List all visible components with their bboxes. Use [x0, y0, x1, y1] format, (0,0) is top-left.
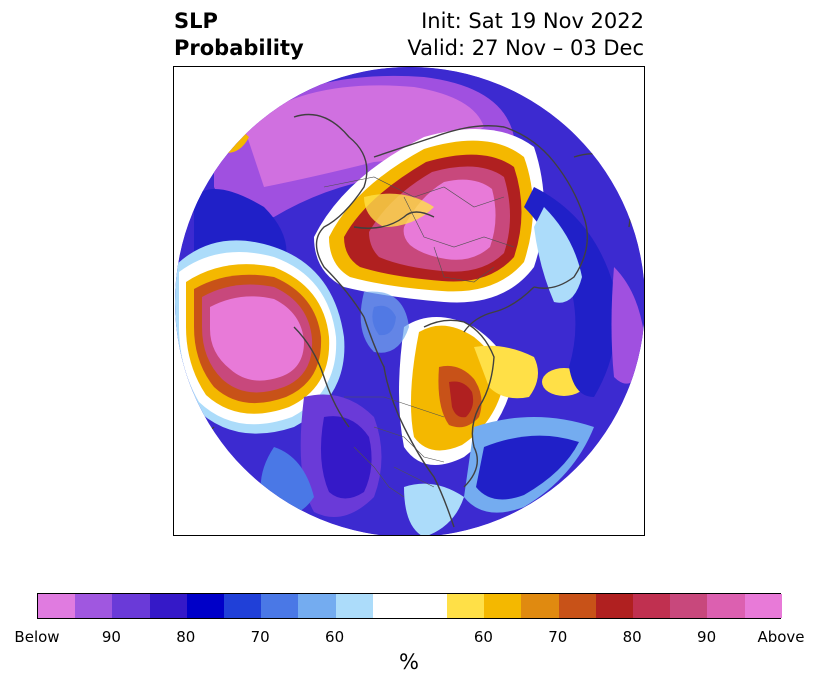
pacific-anomaly [175, 240, 345, 434]
colorbar-tick-label: 70 [250, 628, 270, 646]
colorbar-segment-below-3 [149, 594, 187, 618]
colorbar-segment-below-8 [335, 594, 373, 618]
init-date: Init: Sat 19 Nov 2022 [421, 9, 644, 33]
western-cold-anomaly [260, 291, 409, 517]
chart-title-left: SLP Probability [174, 8, 304, 62]
title-variable: SLP [174, 9, 218, 33]
colorbar-segment-above-1 [484, 594, 522, 618]
colorbar-tick-label: Above [757, 628, 805, 646]
colorbar-tick-label: 70 [548, 628, 568, 646]
colorbar-segment-below-0 [38, 594, 76, 618]
colorbar-segment-below-4 [186, 594, 224, 618]
colorbar-tick-label: 90 [101, 628, 121, 646]
probability-map-svg [175, 67, 644, 535]
colorbar-segment-above-0 [447, 594, 485, 618]
colorbar-segment-below-5 [223, 594, 262, 618]
colorbar-tick-label: 60 [473, 628, 493, 646]
probability-field [175, 67, 644, 535]
colorbar-segment-below-1 [75, 594, 113, 618]
colorbar-unit: % [399, 650, 419, 674]
title-product: Probability [174, 36, 304, 60]
colorbar-tick-label: 80 [622, 628, 642, 646]
colorbar-segment-neutral [372, 594, 448, 618]
colorbar-tick-label: Below [14, 628, 60, 646]
colorbar-segment-above-3 [558, 594, 596, 618]
colorbar-segment-below-6 [261, 594, 299, 618]
polar-map [173, 66, 645, 536]
chart-title-right: Init: Sat 19 Nov 2022 Valid: 27 Nov – 03… [407, 8, 644, 62]
colorbar-segment-above-7 [707, 594, 745, 618]
valid-period: Valid: 27 Nov – 03 Dec [407, 36, 644, 60]
colorbar-segment-above-8 [744, 594, 782, 618]
colorbar [37, 593, 782, 619]
colorbar-segment-above-5 [633, 594, 671, 618]
colorbar-segment-above-6 [670, 594, 708, 618]
colorbar-tick-label: 90 [697, 628, 717, 646]
colorbar-segment-below-2 [112, 594, 150, 618]
colorbar-segment-above-4 [595, 594, 634, 618]
colorbar-tick-label: 80 [176, 628, 196, 646]
colorbar-tick-label: 60 [325, 628, 345, 646]
colorbar-segment-below-7 [298, 594, 336, 618]
colorbar-segment-above-2 [521, 594, 559, 618]
